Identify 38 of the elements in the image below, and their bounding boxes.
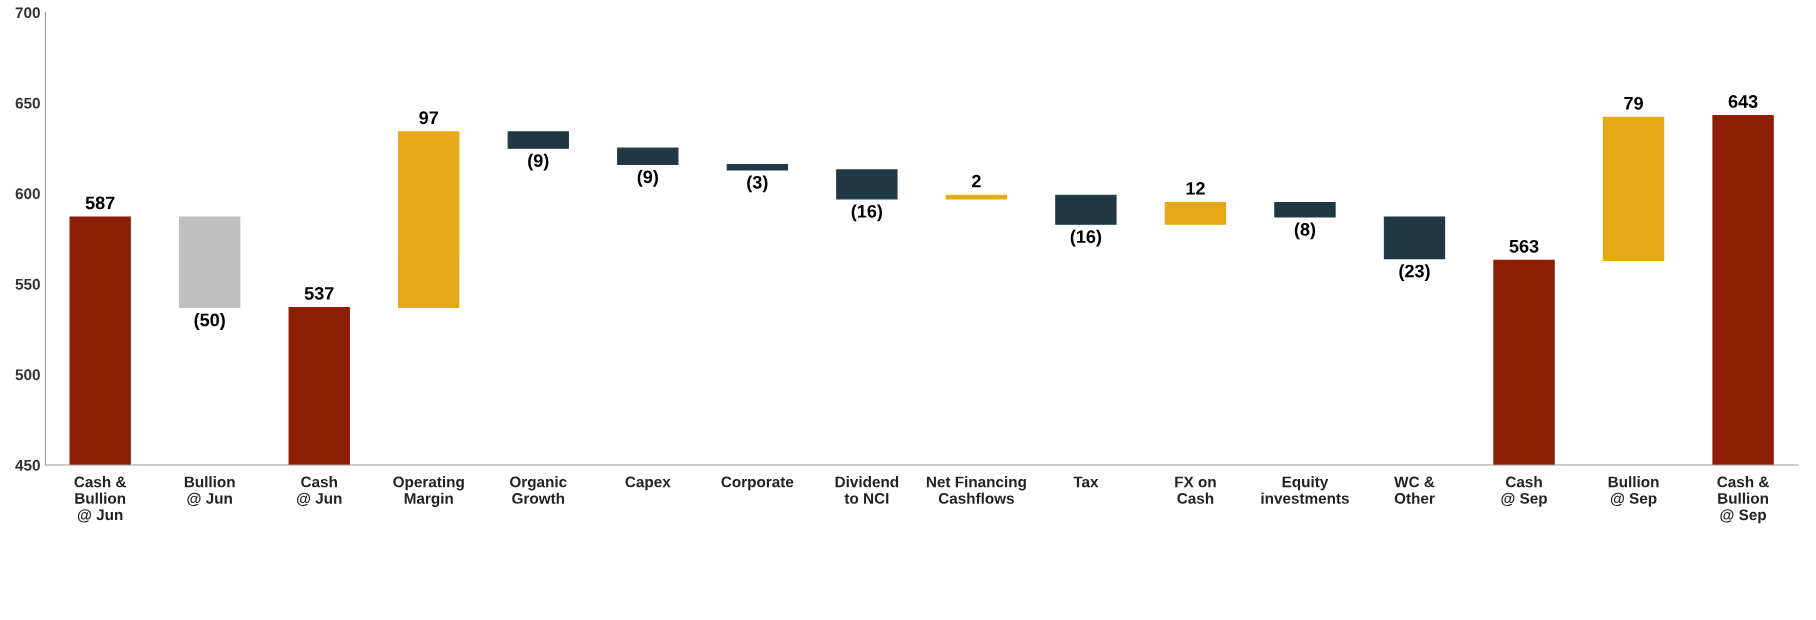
data-label: (23) (1399, 264, 1430, 281)
y-tick-label: 500 (15, 369, 40, 381)
data-label: 587 (85, 196, 115, 210)
data-label: 2 (971, 174, 981, 188)
x-tick-label: Net Financing Cashflows (926, 476, 1026, 504)
data-label: (9) (637, 170, 658, 187)
x-tick-label: FX on Cash (1175, 476, 1216, 504)
y-tick-label: 600 (15, 188, 40, 200)
data-label: 537 (304, 286, 334, 300)
x-tick-label: Corporate (721, 476, 794, 491)
x-tick-label: Bullion @ Sep (1608, 476, 1659, 507)
data-label: (3) (747, 175, 768, 193)
x-tick-label: Operating Margin (393, 476, 464, 507)
data-label: (8) (1294, 222, 1316, 240)
y-tick-label: 450 (15, 459, 40, 471)
data-label: 12 (1186, 181, 1205, 195)
x-tick-label: Capex (625, 476, 671, 491)
x-tick-label: Cash @ Jun (296, 476, 342, 507)
x-tick-label: Dividend to NCI (835, 476, 899, 504)
y-tick-label: 700 (15, 7, 40, 19)
x-tick-label: Organic Growth (510, 476, 567, 504)
data-label: 643 (1728, 95, 1758, 108)
x-tick-label: Tax (1073, 476, 1099, 488)
x-tick-label: Equity investments (1261, 476, 1349, 504)
x-tick-label: Bullion @ Jun (184, 476, 235, 507)
data-label: (16) (851, 204, 883, 222)
data-label: (16) (1070, 229, 1102, 247)
data-label: 97 (419, 111, 438, 125)
data-label: (50) (194, 313, 225, 330)
data-label: 79 (1624, 96, 1643, 110)
x-tick-label: Cash & Bullion @ Sep (1717, 476, 1769, 524)
data-label: (9) (528, 153, 549, 171)
x-tick-label: Cash @ Sep (1501, 476, 1547, 507)
y-tick-label: 650 (15, 97, 40, 109)
x-tick-label: WC & Other (1394, 476, 1435, 504)
data-label: 563 (1509, 239, 1539, 253)
x-tick-label: Cash & Bullion @ Jun (74, 476, 127, 523)
y-tick-label: 550 (15, 278, 40, 290)
